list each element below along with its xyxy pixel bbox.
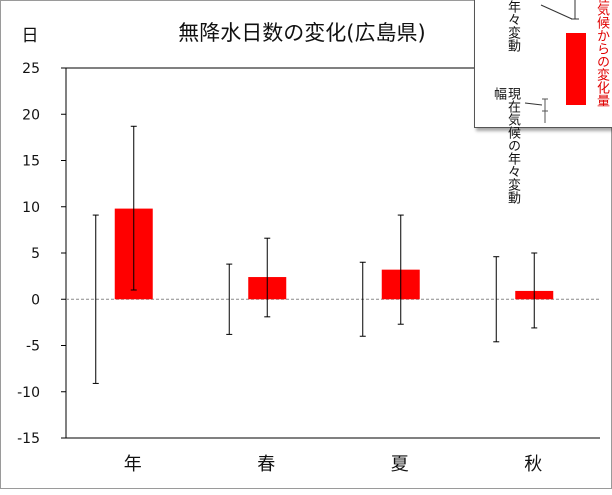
x-tick-label: 春 <box>257 454 275 475</box>
y-tick-label: 10 <box>22 200 40 216</box>
legend-present-label: 現在気候の年々変動幅 <box>491 87 520 204</box>
legend-change-label: 現在気候からの変化量 <box>594 0 609 107</box>
y-tick-label: -10 <box>17 385 40 401</box>
y-tick-label: 15 <box>22 154 40 170</box>
legend-future-arrow <box>540 4 573 20</box>
x-tick-label: 年 <box>124 454 142 475</box>
y-tick-label: -5 <box>26 339 40 355</box>
legend-marks <box>524 0 586 123</box>
legend-future-label: 将来気候の年々変動幅 <box>491 0 520 53</box>
chart-title: 無降水日数の変化(広島県) <box>178 21 425 45</box>
y-tick-label: 20 <box>22 107 40 123</box>
legend-present-arrow <box>524 102 543 106</box>
y-tick-label: 0 <box>31 292 40 308</box>
legend: 将来気候の年々変動幅 現在気候の年々変動幅 現在気候からの変化量 <box>474 0 612 204</box>
y-tick-label: 25 <box>22 61 40 77</box>
y-tick-label: -15 <box>17 431 40 447</box>
y-tick-label: 5 <box>31 246 40 262</box>
plot-area: 25 20 15 10 5 0 -5 -10 -15 年 春 夏 秋 <box>17 61 600 475</box>
x-tick-label: 秋 <box>524 454 542 475</box>
legend-change-bar <box>566 33 586 105</box>
y-axis-label: 日 <box>22 26 39 46</box>
x-tick-label: 夏 <box>391 454 409 475</box>
